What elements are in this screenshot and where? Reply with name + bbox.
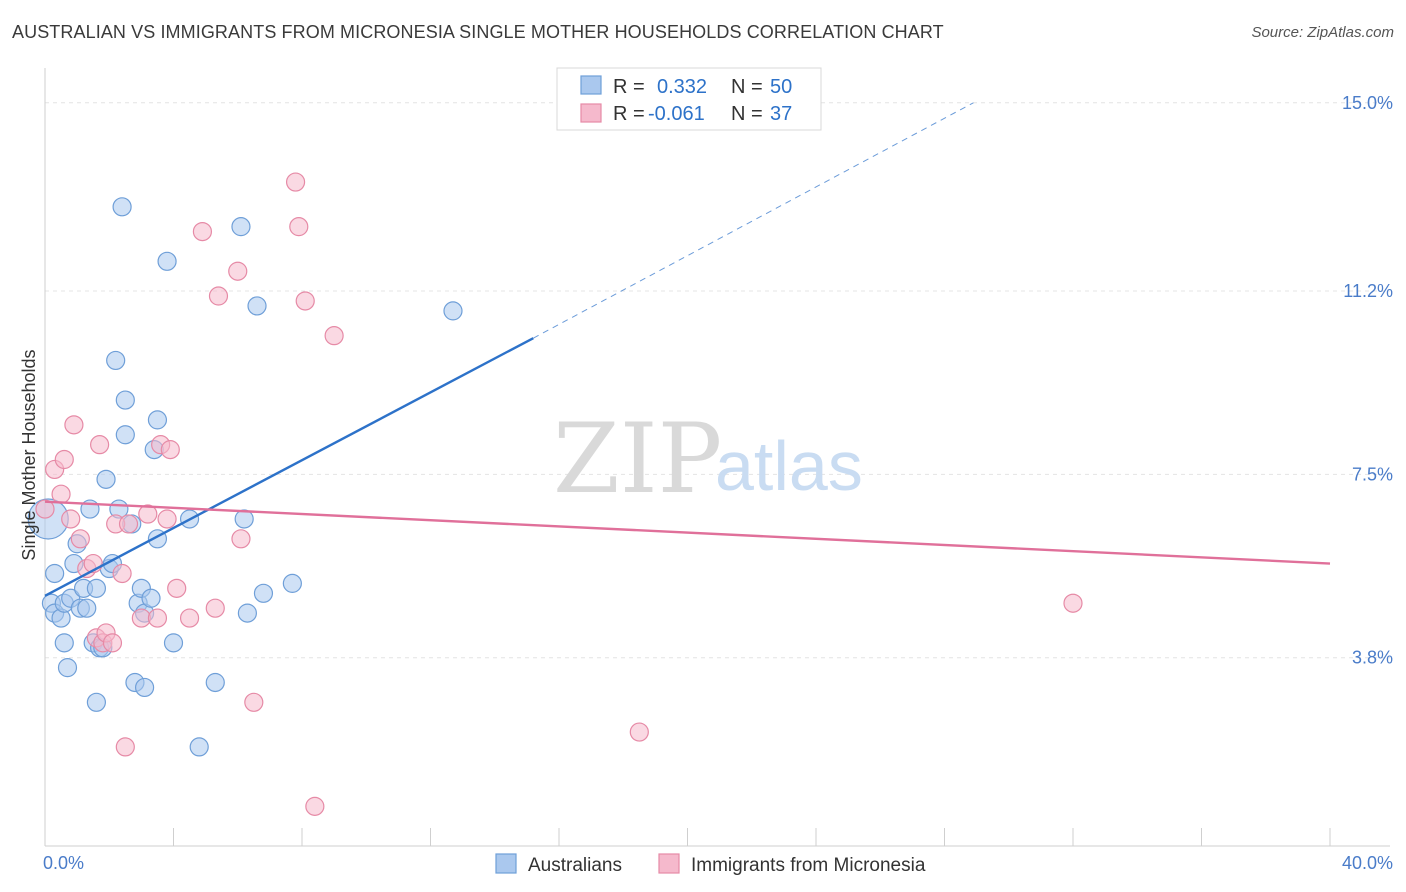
micronesia-point-19 xyxy=(138,504,158,524)
australians-point-6 xyxy=(54,633,74,653)
micronesia-point-35 xyxy=(305,796,325,816)
australians-trend-line xyxy=(44,337,534,597)
australians-point-16 xyxy=(86,578,107,598)
australians-point-17 xyxy=(86,692,107,712)
watermark-atlas: atlas xyxy=(715,427,863,505)
micronesia-point-24 xyxy=(167,578,187,598)
correlation-legend: R = 0.332 N = 50 R = -0.061 N = 37 xyxy=(556,67,822,131)
micronesia-point-23 xyxy=(160,440,180,460)
legend-r-value-1: 0.332 xyxy=(657,76,707,98)
y-tick-label-1: 7.5% xyxy=(1352,464,1393,484)
australians-point-37 xyxy=(147,410,168,430)
micronesia-point-27 xyxy=(205,598,225,618)
source-label: Source: ZipAtlas.com xyxy=(1251,24,1394,41)
tick-labels: 3.8% 7.5% 11.2% 15.0% 0.0% 40.0% xyxy=(43,93,1393,873)
australians-point-42 xyxy=(205,672,225,693)
x-tick-label-1: 40.0% xyxy=(1342,853,1393,873)
australians-point-46 xyxy=(247,296,267,316)
australians-point-27 xyxy=(115,425,135,445)
micronesia-point-6 xyxy=(70,529,90,549)
series-micronesia-points xyxy=(35,172,1083,816)
micronesia-point-15 xyxy=(112,563,132,584)
y-tick-label-2: 11.2% xyxy=(1343,281,1393,301)
legend-n-value-2: 37 xyxy=(770,103,792,125)
micronesia-point-5 xyxy=(64,415,84,435)
micronesia-point-10 xyxy=(90,435,110,455)
australians-point-3 xyxy=(45,563,65,584)
micronesia-point-33 xyxy=(289,217,309,237)
australians-point-45 xyxy=(237,603,257,623)
grid-lines xyxy=(45,102,1390,659)
australians-point-23 xyxy=(106,350,126,371)
y-tick-label-3: 15.0% xyxy=(1342,93,1393,113)
watermark: ZIP atlas xyxy=(553,403,863,515)
legend-n-label-1: N = xyxy=(731,76,763,98)
legend-label-australians: Australians xyxy=(528,855,622,876)
legend-label-micronesia: Immigrants from Micronesia xyxy=(691,855,926,876)
australians-point-33 xyxy=(134,677,155,698)
micronesia-point-16 xyxy=(115,737,135,757)
micronesia-point-38 xyxy=(1063,593,1083,613)
micronesia-point-2 xyxy=(51,484,71,504)
micronesia-point-25 xyxy=(179,608,200,628)
micronesia-point-3 xyxy=(54,449,74,470)
micronesia-point-18 xyxy=(131,608,151,628)
y-axis-title: Single Mother Households xyxy=(19,349,39,560)
series-legend: Australians Immigrants from Micronesia xyxy=(495,853,926,876)
micronesia-point-34 xyxy=(295,291,315,311)
series-australians-points xyxy=(27,197,463,757)
micronesia-point-30 xyxy=(231,529,251,549)
legend-swatch-australians xyxy=(495,853,517,874)
legend-r-label-2: R = xyxy=(613,103,645,125)
legend-swatch-micronesia xyxy=(658,853,680,874)
micronesia-point-22 xyxy=(157,509,177,529)
y-tick-label-0: 3.8% xyxy=(1352,648,1393,668)
chart-title: AUSTRALIAN VS IMMIGRANTS FROM MICRONESIA… xyxy=(12,22,944,42)
australians-point-48 xyxy=(282,573,302,593)
australians-point-25 xyxy=(112,197,132,217)
australians-point-39 xyxy=(163,633,184,653)
legend-n-label-2: N = xyxy=(731,103,763,125)
australians-point-34 xyxy=(141,588,161,608)
legend-swatch-blue xyxy=(580,75,602,95)
micronesia-point-37 xyxy=(629,722,649,742)
legend-swatch-pink xyxy=(580,103,602,123)
axes xyxy=(44,68,1390,847)
australians-point-44 xyxy=(234,509,254,529)
australians-point-43 xyxy=(231,217,251,237)
micronesia-point-26 xyxy=(192,222,213,242)
micronesia-point-29 xyxy=(228,261,248,281)
micronesia-point-31 xyxy=(244,692,264,712)
australians-point-7 xyxy=(57,658,78,678)
x-tick-label-0: 0.0% xyxy=(43,853,84,873)
micronesia-point-20 xyxy=(147,608,168,628)
australians-point-41 xyxy=(189,737,209,757)
legend-n-value-1: 50 xyxy=(770,76,792,98)
australians-point-26 xyxy=(115,390,135,410)
australians-point-38 xyxy=(157,251,177,271)
micronesia-trend-line xyxy=(44,500,1331,565)
micronesia-point-0 xyxy=(35,499,55,519)
micronesia-point-28 xyxy=(208,286,229,306)
watermark-zip: ZIP xyxy=(553,403,722,515)
micronesia-point-17 xyxy=(118,514,139,534)
australians-point-13 xyxy=(77,598,97,618)
australians-point-20 xyxy=(96,469,116,489)
australians-point-49 xyxy=(443,301,463,321)
micronesia-point-4 xyxy=(61,509,81,529)
australians-point-47 xyxy=(253,583,274,603)
trend-lines xyxy=(44,102,1331,597)
micronesia-point-36 xyxy=(324,326,344,346)
legend-r-value-2: -0.061 xyxy=(648,103,705,125)
legend-r-label-1: R = xyxy=(613,76,645,98)
australians-trend-extension xyxy=(533,102,974,339)
micronesia-point-32 xyxy=(285,172,306,192)
micronesia-point-13 xyxy=(102,633,123,653)
